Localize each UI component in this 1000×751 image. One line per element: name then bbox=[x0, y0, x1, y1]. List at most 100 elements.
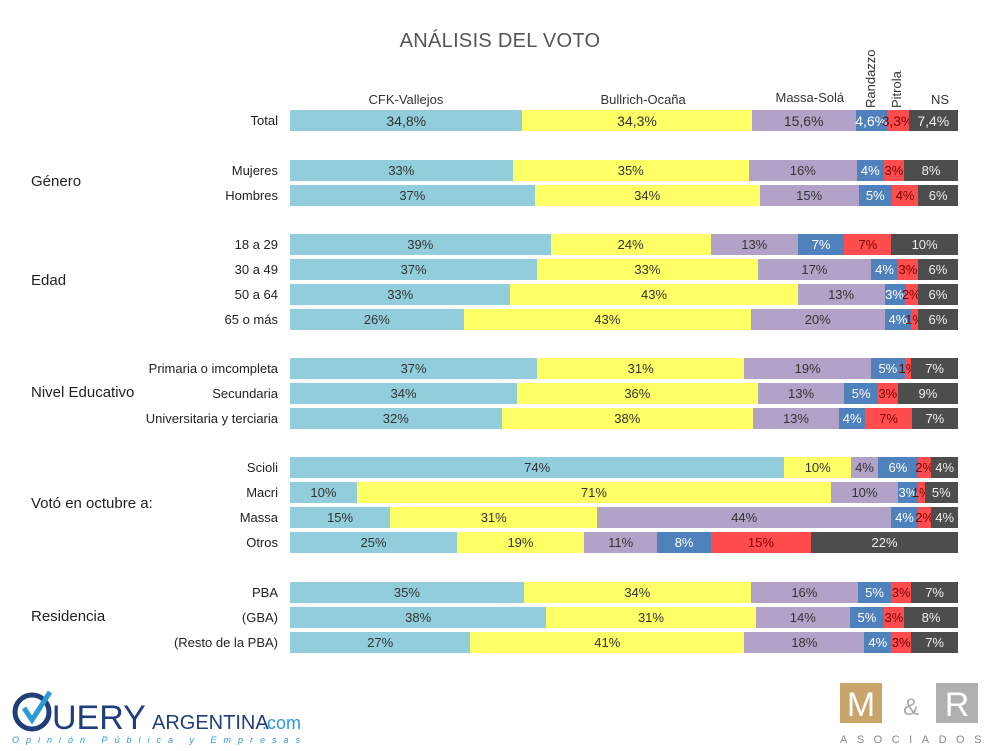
data-label: 2% bbox=[915, 510, 934, 525]
bar-segment-cfk-vallejos: 38% bbox=[290, 607, 547, 628]
bar-segment-pitrola: 3% bbox=[891, 582, 912, 603]
data-label: 4% bbox=[888, 312, 908, 327]
bar-segment-bullrich-oca-a: 34,3% bbox=[522, 110, 752, 131]
row-label: Scioli bbox=[246, 460, 278, 475]
data-label: 41% bbox=[594, 635, 621, 650]
data-label: 7,4% bbox=[917, 112, 950, 129]
row-label: Secundaria bbox=[212, 386, 278, 401]
bar-segment-ns: 6% bbox=[917, 309, 958, 330]
bar-segment-bullrich-oca-a: 31% bbox=[390, 507, 598, 528]
data-label: 34,8% bbox=[386, 112, 427, 129]
data-label: 2% bbox=[901, 287, 921, 302]
bar-segment-pitrola: 2% bbox=[915, 507, 934, 528]
data-label: 20% bbox=[804, 312, 831, 327]
bar-segment-ns: 7% bbox=[911, 408, 958, 429]
myr-asociados-logo: M & R ASOCIADOS bbox=[840, 683, 985, 750]
data-label: 6% bbox=[928, 312, 948, 327]
bar-segment-randazzo: 4% bbox=[838, 408, 866, 429]
row-label: 30 a 49 bbox=[234, 262, 278, 277]
bar-segment-pitrola: 7% bbox=[865, 408, 912, 429]
data-label: 6% bbox=[928, 262, 948, 277]
bar-segment-massa-sol-: 13% bbox=[797, 284, 885, 305]
data-label: 34% bbox=[634, 188, 661, 203]
bar-segment-pitrola: 3% bbox=[883, 607, 904, 628]
data-label: 5% bbox=[865, 585, 884, 600]
bar-segment-bullrich-oca-a: 41% bbox=[470, 632, 745, 653]
data-label: 3% bbox=[898, 485, 918, 500]
bar-segment-randazzo: 5% bbox=[844, 383, 878, 404]
data-label: 5% bbox=[931, 485, 951, 500]
bar-segment-pitrola: 3% bbox=[877, 383, 898, 404]
data-label: 3,3% bbox=[881, 112, 914, 129]
data-label: 13% bbox=[741, 237, 768, 252]
bar-segment-cfk-vallejos: 34,8% bbox=[290, 110, 523, 131]
data-label: 36% bbox=[624, 386, 651, 401]
bar-segment-randazzo: 4% bbox=[871, 259, 898, 280]
query-argentina-logo: UERY ARGENTINA .com Opinión Pública y Em… bbox=[10, 688, 301, 751]
data-label: 15% bbox=[327, 510, 354, 525]
bar-segment-bullrich-oca-a: 71% bbox=[356, 482, 832, 503]
bar-segment-cfk-vallejos: 35% bbox=[290, 582, 524, 603]
bar-segment-randazzo: 7% bbox=[797, 234, 845, 255]
bar-segment-cfk-vallejos: 15% bbox=[290, 507, 391, 528]
data-label: 3% bbox=[891, 585, 911, 600]
bar-segment-pitrola: 1% bbox=[898, 358, 917, 379]
data-label: 13% bbox=[828, 287, 855, 302]
group-label: Edad bbox=[31, 272, 67, 289]
group-label: Género bbox=[31, 173, 82, 190]
bar-segment-cfk-vallejos: 33% bbox=[290, 160, 513, 181]
bar-segment-cfk-vallejos: 37% bbox=[290, 358, 538, 379]
bar-segment-ns: 10% bbox=[891, 234, 958, 255]
data-label: 19% bbox=[794, 361, 821, 376]
bar-segment-massa-sol-: 18% bbox=[744, 632, 865, 653]
bar-segment-randazzo: 5% bbox=[871, 358, 905, 379]
chart-title: ANÁLISIS DEL VOTO bbox=[399, 30, 601, 52]
bar-segment-massa-sol-: 4% bbox=[851, 457, 878, 478]
bar-segment-bullrich-oca-a: 19% bbox=[457, 532, 584, 553]
bar-segment-ns: 8% bbox=[904, 160, 958, 181]
data-label: 18% bbox=[791, 635, 818, 650]
bar-segment-pitrola: 1% bbox=[912, 482, 931, 503]
data-label: 7% bbox=[925, 411, 945, 426]
data-label: 17% bbox=[801, 262, 828, 277]
data-label: 6% bbox=[928, 188, 948, 203]
data-label: 71% bbox=[580, 485, 607, 500]
data-label: 43% bbox=[641, 287, 668, 302]
bar-segment-pitrola: 3,3% bbox=[882, 110, 914, 131]
row-label: 50 a 64 bbox=[234, 287, 278, 302]
bar-segment-ns: 7,4% bbox=[908, 110, 958, 131]
data-label: 33% bbox=[387, 287, 414, 302]
data-label: 27% bbox=[367, 635, 394, 650]
data-label: 37% bbox=[400, 361, 427, 376]
data-label: 9% bbox=[918, 386, 938, 401]
row-label: Primaria o imcompleta bbox=[148, 361, 278, 376]
data-label: 5% bbox=[878, 361, 898, 376]
data-label: 4% bbox=[895, 510, 914, 525]
bar-segment-ns: 5% bbox=[924, 482, 958, 503]
row-label: 18 a 29 bbox=[234, 237, 278, 252]
bar-segment-bullrich-oca-a: 34% bbox=[523, 582, 751, 603]
data-label: 43% bbox=[594, 312, 621, 327]
data-label: 4% bbox=[935, 510, 955, 525]
data-label: 10% bbox=[804, 460, 831, 475]
svg-text:ARGENTINA: ARGENTINA bbox=[152, 712, 269, 734]
data-label: 4% bbox=[842, 411, 862, 426]
data-label: 31% bbox=[627, 361, 654, 376]
data-label: 6% bbox=[928, 287, 948, 302]
svg-text:UERY: UERY bbox=[52, 699, 146, 737]
bar-segment-massa-sol-: 16% bbox=[748, 160, 857, 181]
bar-segment-ns: 7% bbox=[911, 582, 958, 603]
bar-segment-bullrich-oca-a: 31% bbox=[537, 358, 745, 379]
data-label: 4,6% bbox=[855, 112, 888, 129]
data-label: 2% bbox=[915, 460, 934, 475]
bar-segment-cfk-vallejos: 39% bbox=[290, 234, 551, 255]
row-label: Universitaria y terciaria bbox=[145, 411, 278, 426]
bar-segment-massa-sol-: 14% bbox=[755, 607, 851, 628]
bar-segment-massa-sol-: 20% bbox=[750, 309, 885, 330]
bar-segment-bullrich-oca-a: 33% bbox=[537, 259, 758, 280]
row-label: (Resto de la PBA) bbox=[173, 635, 278, 650]
column-header-pitrola: Pitrola bbox=[889, 71, 904, 108]
bar-segment-randazzo: 5% bbox=[858, 185, 892, 206]
row-label: Total bbox=[250, 113, 278, 128]
data-label: 5% bbox=[857, 610, 877, 625]
